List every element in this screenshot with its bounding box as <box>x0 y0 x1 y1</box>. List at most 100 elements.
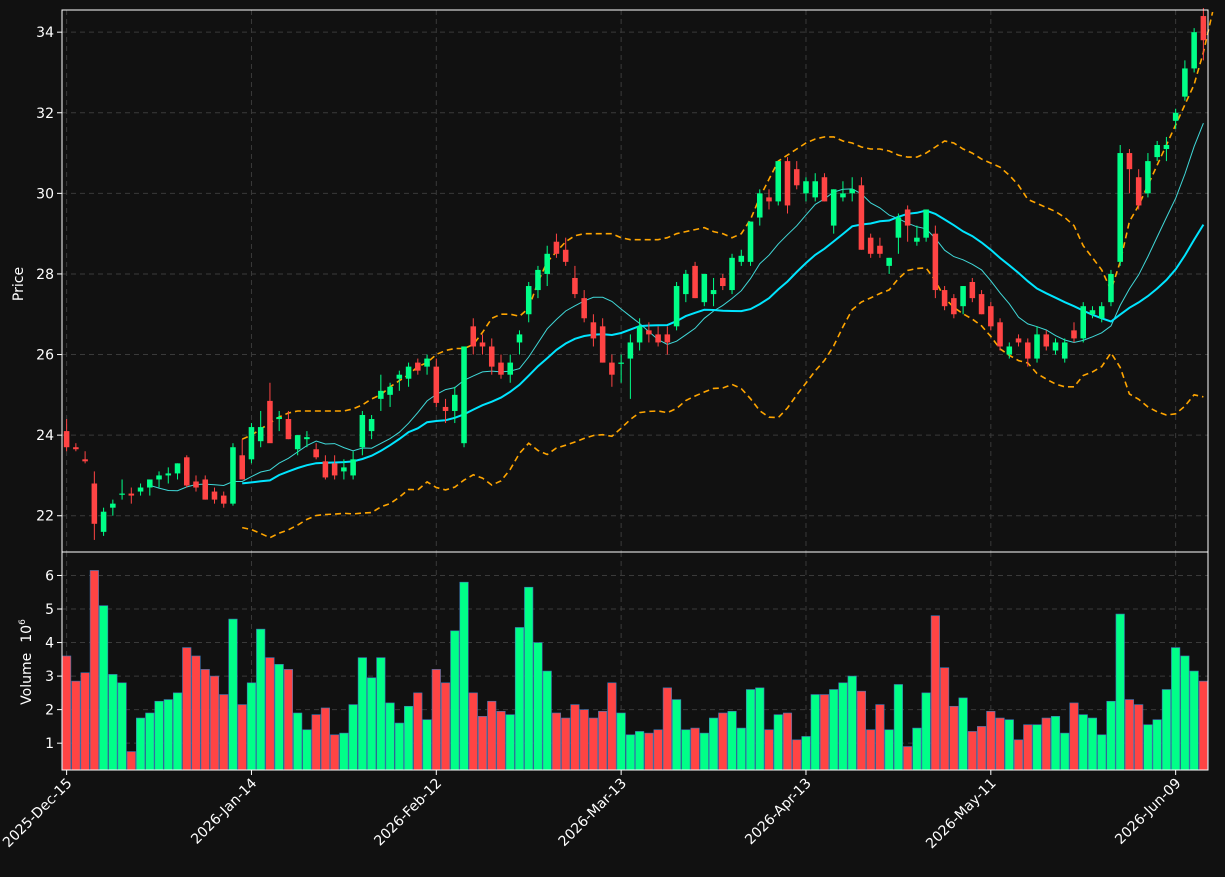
volume-bar <box>117 682 127 771</box>
candle <box>738 249 745 266</box>
candle-body <box>488 346 495 367</box>
candle <box>1135 169 1142 210</box>
volume-bar <box>782 712 793 771</box>
candle <box>830 189 837 234</box>
volume-bar <box>681 729 691 771</box>
candle-body <box>664 334 671 343</box>
volume-bar <box>1060 732 1070 771</box>
candle <box>147 479 153 496</box>
candle-body <box>461 346 467 444</box>
candle <box>941 286 948 311</box>
candle-body <box>156 475 162 480</box>
candle-body <box>1025 342 1031 359</box>
candle <box>1172 108 1179 129</box>
candle-body <box>368 419 375 432</box>
x-tick-label: 2026-Mar-13 <box>556 776 630 850</box>
volume-bar <box>450 630 460 771</box>
candle-body <box>793 169 800 186</box>
volume-bar <box>930 615 940 771</box>
candle <box>239 439 245 480</box>
volume-bar <box>588 717 598 771</box>
candle <box>313 443 319 460</box>
volume-bar <box>524 586 534 771</box>
candle-body <box>331 463 338 476</box>
candle-body <box>82 459 88 462</box>
candle-body <box>581 298 587 319</box>
candle-body <box>405 366 412 379</box>
candle-body <box>516 334 523 343</box>
candle <box>904 205 911 242</box>
candle <box>294 435 301 456</box>
bollinger-upper-line <box>241 11 1214 440</box>
volume-bar <box>163 699 173 771</box>
volume-bar <box>293 712 303 771</box>
candle-body <box>729 257 735 291</box>
candle <box>193 475 199 492</box>
candle-body <box>1182 68 1188 97</box>
candle <box>488 338 495 375</box>
candle <box>387 382 393 407</box>
candle-body <box>193 481 199 488</box>
candle-body <box>738 255 745 262</box>
candle-body <box>858 185 865 250</box>
candle-body <box>1052 342 1059 351</box>
volume-bar <box>1013 739 1024 771</box>
candle <box>470 318 477 355</box>
volume-bar <box>1050 716 1061 771</box>
volume-bar <box>986 711 996 771</box>
candle <box>424 354 430 375</box>
volume-bar <box>1180 655 1190 771</box>
x-tick-label: 2026-May-11 <box>923 776 1000 853</box>
candle <box>174 463 181 480</box>
volume-bar <box>579 709 589 771</box>
candle-body <box>951 298 957 315</box>
candle-body <box>618 362 624 364</box>
candle <box>729 253 735 295</box>
volume-bar <box>893 684 903 771</box>
candle <box>572 265 578 299</box>
candle-body <box>803 181 809 194</box>
volume-bar <box>616 712 626 771</box>
candle <box>590 314 597 347</box>
volume-axis-label: Volume 106 <box>18 619 35 705</box>
candle <box>1126 149 1133 194</box>
candle <box>914 225 920 246</box>
volume-bar <box>339 732 349 771</box>
volume-unit-base: 10 <box>19 625 35 643</box>
x-tick-label: 2026-Jan-14 <box>188 775 260 847</box>
volume-bar <box>191 655 201 771</box>
candle-body <box>276 417 282 420</box>
volume-bar <box>1078 714 1088 771</box>
volume-bar <box>1115 613 1125 771</box>
candle-body <box>1135 177 1142 206</box>
volume-bar <box>496 711 506 771</box>
candle-body <box>73 447 79 450</box>
volume-bar <box>1171 647 1181 771</box>
price-tick-label: 32 <box>36 106 54 122</box>
candle-body <box>646 330 652 335</box>
candle <box>1080 302 1087 343</box>
candle-body <box>821 177 828 202</box>
candle <box>82 451 88 464</box>
candle-body <box>849 189 855 194</box>
volume-bar <box>1087 717 1098 771</box>
candle <box>701 273 708 307</box>
volume-bar <box>413 692 423 771</box>
candle-body <box>914 237 920 242</box>
candle-body <box>923 209 929 238</box>
price-tick-label: 24 <box>36 428 54 444</box>
candle <box>969 277 976 303</box>
candle-body <box>1006 346 1013 355</box>
candle <box>378 374 384 411</box>
volume-bar <box>635 731 645 771</box>
candle <box>119 479 125 500</box>
candle-body <box>997 322 1003 347</box>
candle <box>923 209 929 242</box>
volume-bar <box>1106 700 1116 771</box>
candle-body <box>313 449 319 458</box>
candle <box>73 443 79 452</box>
volume-bar <box>829 689 839 771</box>
candle-body <box>904 209 911 226</box>
candle-body <box>988 306 994 327</box>
candle <box>1145 153 1151 198</box>
